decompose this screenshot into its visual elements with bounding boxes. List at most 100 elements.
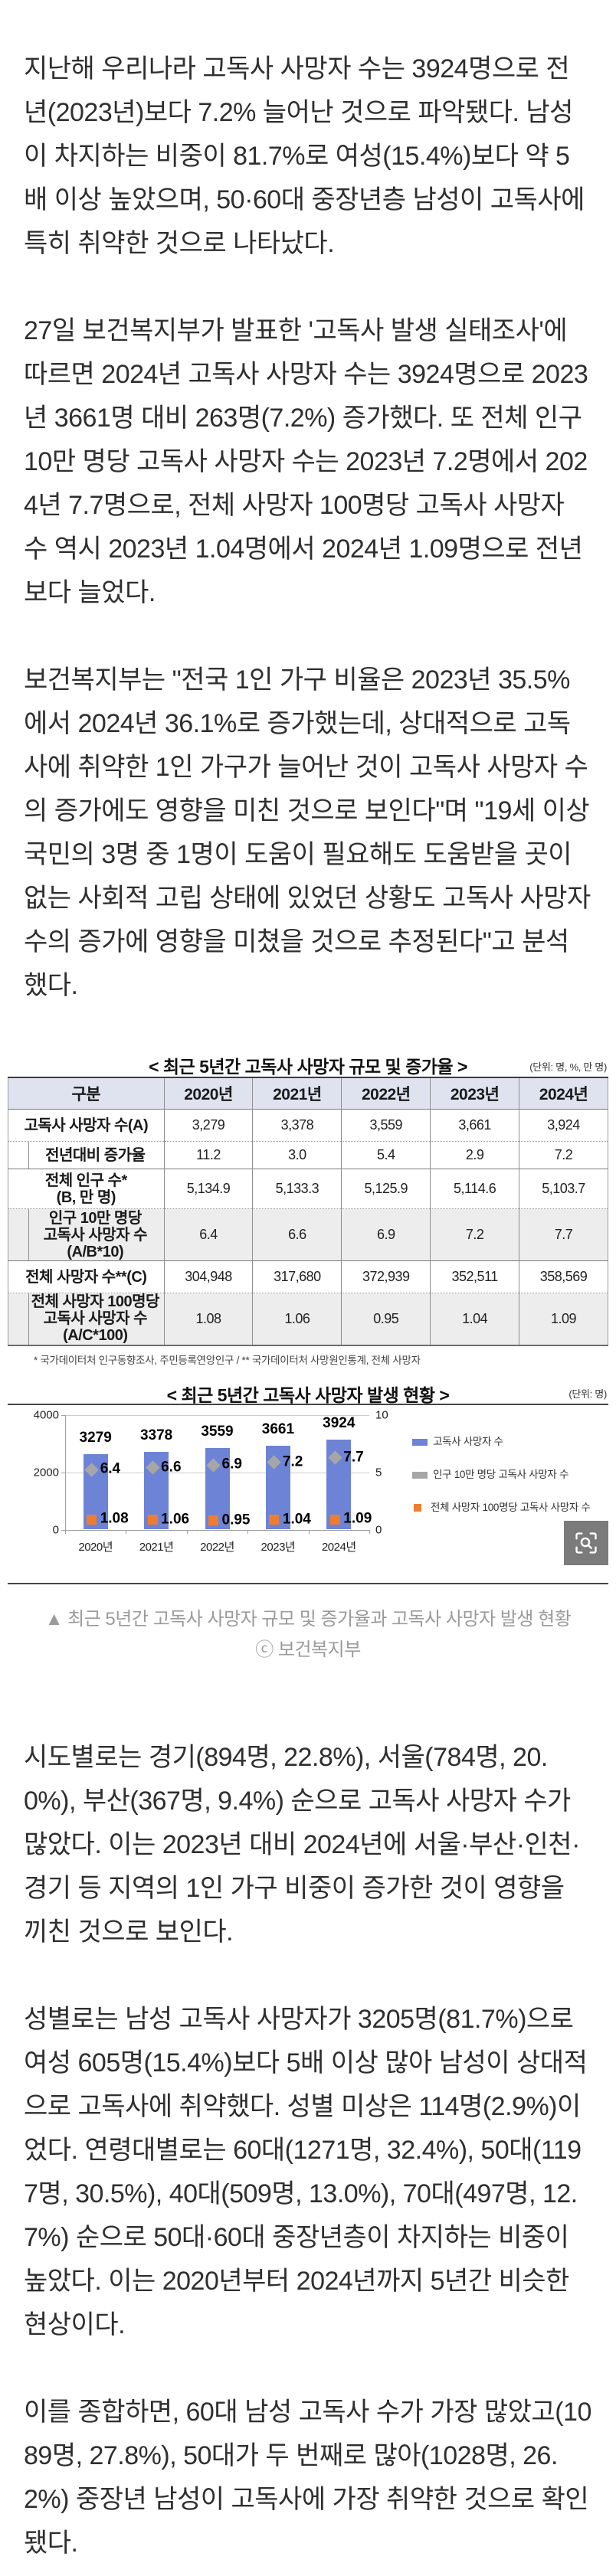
table-unit-note: (단위: 명, %, 만 명) (529, 1061, 607, 1073)
figure-image[interactable]: < 최근 5년간 고독사 사망자 규모 및 증가율 > (단위: 명, %, 만… (8, 1052, 608, 1666)
marker-value-label: 6.6 (161, 1459, 182, 1476)
table-row: 전체 인구 수* (B, 만 명) 5,134.9 5,133.3 5,125.9 5,… (8, 1169, 608, 1209)
x-axis-label: 2021년 (139, 1540, 174, 1554)
table-cell: 3,279 (163, 1109, 253, 1142)
x-axis-tick (247, 1529, 249, 1534)
table-title-row: < 최근 5년간 고독사 사망자 규모 및 증가율 > (단위: 명, %, 만… (8, 1052, 608, 1077)
legend-marker (414, 1503, 421, 1512)
table-row: 전년대비 증가율 11.2 3.0 5.4 2.9 7.2 (8, 1141, 608, 1169)
table-cell: 372,939 (341, 1260, 431, 1293)
table-cell: 304,948 (163, 1260, 253, 1293)
table-cell: 1.06 (252, 1293, 342, 1345)
table-cell: 7.2 (430, 1208, 519, 1261)
gridline (65, 1414, 369, 1416)
chart-unit-note: (단위: 명) (568, 1388, 607, 1400)
table-cell: 1.09 (519, 1293, 608, 1345)
marker-value-label: 7.7 (343, 1449, 364, 1466)
table-row-label: 전년대비 증가율 (8, 1142, 165, 1169)
table-cell: 6.4 (163, 1208, 253, 1261)
table-cell: 5,134.9 (163, 1169, 253, 1209)
table-cell: 317,680 (252, 1260, 342, 1293)
y-axis-tick (61, 1529, 65, 1531)
x-axis-label: 2024년 (321, 1540, 356, 1554)
y-axis-label-right: 5 (375, 1466, 382, 1479)
legend-item: 인구 10만 명당 고독사 사망자 수 (412, 1467, 605, 1483)
marker-value-label: 1.06 (161, 1511, 190, 1528)
table-cell: 0.95 (341, 1293, 431, 1345)
bottom-axis-line (65, 1529, 369, 1531)
legend-marker (412, 1471, 428, 1479)
table-cell: 3.0 (252, 1141, 342, 1169)
marker-value-label: 7.2 (282, 1453, 303, 1470)
table-cell: 2.9 (430, 1141, 519, 1169)
table-cell: 1.04 (430, 1293, 519, 1345)
bar-value-label: 3661 (261, 1420, 295, 1437)
table-cell: 5,103.7 (519, 1169, 608, 1209)
stats-table: 구분 2020년 2021년 2022년 2023년 2024년 고독사 사망자 수(A) 3… (8, 1077, 608, 1346)
article-paragraph: 시도별로는 경기(894명, 22.8%), 서울(784명, 20.0%), … (24, 1742, 580, 1947)
table-cell: 7.2 (519, 1141, 608, 1169)
table-column-header: 2020년 (163, 1077, 253, 1110)
legend-item: 고독사 사망자 수 (412, 1434, 605, 1450)
article-paragraph: 27일 보건복지부가 발표한 '고독사 발생 실태조사'에 따르면 2024년 … (24, 316, 588, 607)
table-column-header: 2024년 (519, 1077, 608, 1110)
article-paragraph: 이를 종합하면, 60대 남성 고독사 수가 가장 많았고(1089명, 27.… (24, 2397, 591, 2558)
figure-caption: ▲ 최근 5년간 고독사 사망자 규모 및 증가율과 고독사 사망자 발생 현황 (44, 1608, 572, 1630)
y-axis-tick (61, 1414, 65, 1416)
table-cell: 11.2 (163, 1141, 253, 1169)
table-column-header: 구분 (8, 1077, 165, 1110)
legend-marker (412, 1438, 428, 1446)
table-title: < 최근 5년간 고독사 사망자 규모 및 증가율 > (149, 1057, 467, 1077)
table-cell: 5,114.6 (430, 1169, 519, 1209)
table-cell: 6.9 (341, 1208, 431, 1261)
table-cell: 3,924 (519, 1109, 608, 1142)
bar-value-label: 3279 (79, 1430, 112, 1447)
zoom-image-button[interactable] (564, 1520, 608, 1565)
marker-value-label: 1.08 (100, 1510, 129, 1527)
table-cell: 6.6 (252, 1208, 342, 1261)
square-marker (329, 1514, 340, 1525)
article-paragraph: 지난해 우리나라 고독사 사망자 수는 3924명으로 전년(2023년)보다 … (24, 54, 585, 258)
y-axis-label: 2000 (33, 1466, 59, 1479)
marker-value-label: 0.95 (221, 1512, 251, 1528)
bar-value-label: 3924 (323, 1414, 356, 1431)
bar-value-label: 3378 (139, 1427, 173, 1444)
table-footnote: * 국가데이터처 인구동향조사, 주민등록연앙인구 / ** 국가데이터처 사망… (34, 1354, 421, 1366)
table-column-header: 2023년 (430, 1077, 519, 1110)
article-paragraph: 성별로는 남성 고독사 사망자가 3205명(81.7%)으로 여성 605명(… (24, 2004, 588, 2339)
y-axis-label-right: 10 (375, 1408, 388, 1421)
legend-label: 전체 사망자 100명당 고독사 사망자 수 (431, 1501, 591, 1513)
chart-title: < 최근 5년간 고독사 사망자 발생 현황 > (166, 1384, 450, 1405)
table-cell: 5,133.3 (252, 1169, 342, 1209)
table-cell: 1.08 (163, 1293, 253, 1345)
x-axis-label: 2022년 (200, 1540, 234, 1554)
x-axis-tick (65, 1529, 66, 1534)
table-row-label: 전체 사망자 수**(C) (25, 1268, 147, 1286)
x-axis-tick (308, 1529, 310, 1534)
marker-value-label: 6.9 (221, 1456, 242, 1473)
table-cell: 5.4 (341, 1141, 431, 1169)
magnifier-icon (573, 1530, 599, 1556)
square-marker (147, 1515, 158, 1525)
table-cell: 3,378 (252, 1109, 342, 1142)
table-row: 전체 사망자 100명당 고독사 사망자 수 (A/C*100) 1.08 1.06… (8, 1293, 608, 1345)
y-axis-label-right: 0 (375, 1523, 382, 1536)
figure-credit: ⓒ 보건복지부 (255, 1639, 361, 1660)
bar-chart: 4000 2000 0 10 5 0 3279 3378 3559 3661 3924 6.4 6.6 6… (8, 1403, 608, 1584)
table-row: 인구 10만 명당 고독사 사망자 수 (A/B*10) 6.4 6.6 6.9 7.2… (8, 1208, 608, 1261)
y-axis-label: 0 (52, 1523, 59, 1536)
legend-label: 인구 10만 명당 고독사 사망자 수 (433, 1468, 569, 1480)
y-axis-label: 4000 (33, 1408, 59, 1421)
article-paragraph: 보건복지부는 "전국 1인 가구 비율은 2023년 35.5%에서 2024년… (24, 665, 591, 1000)
table-cell: 7.7 (519, 1208, 608, 1261)
legend-label: 고독사 사망자 수 (433, 1435, 503, 1447)
table-header-row: 구분 2020년 2021년 2022년 2023년 2024년 (8, 1077, 608, 1110)
bar-value-label: 3559 (201, 1423, 234, 1440)
x-axis-tick (369, 1529, 370, 1534)
table-row-label: 인구 10만 명당 고독사 사망자 수 (A/B*10) (8, 1208, 165, 1261)
legend-item: 전체 사망자 100명당 고독사 사망자 수 (412, 1500, 605, 1515)
table-cell: 3,559 (341, 1109, 431, 1142)
x-axis-label: 2020년 (78, 1540, 113, 1554)
